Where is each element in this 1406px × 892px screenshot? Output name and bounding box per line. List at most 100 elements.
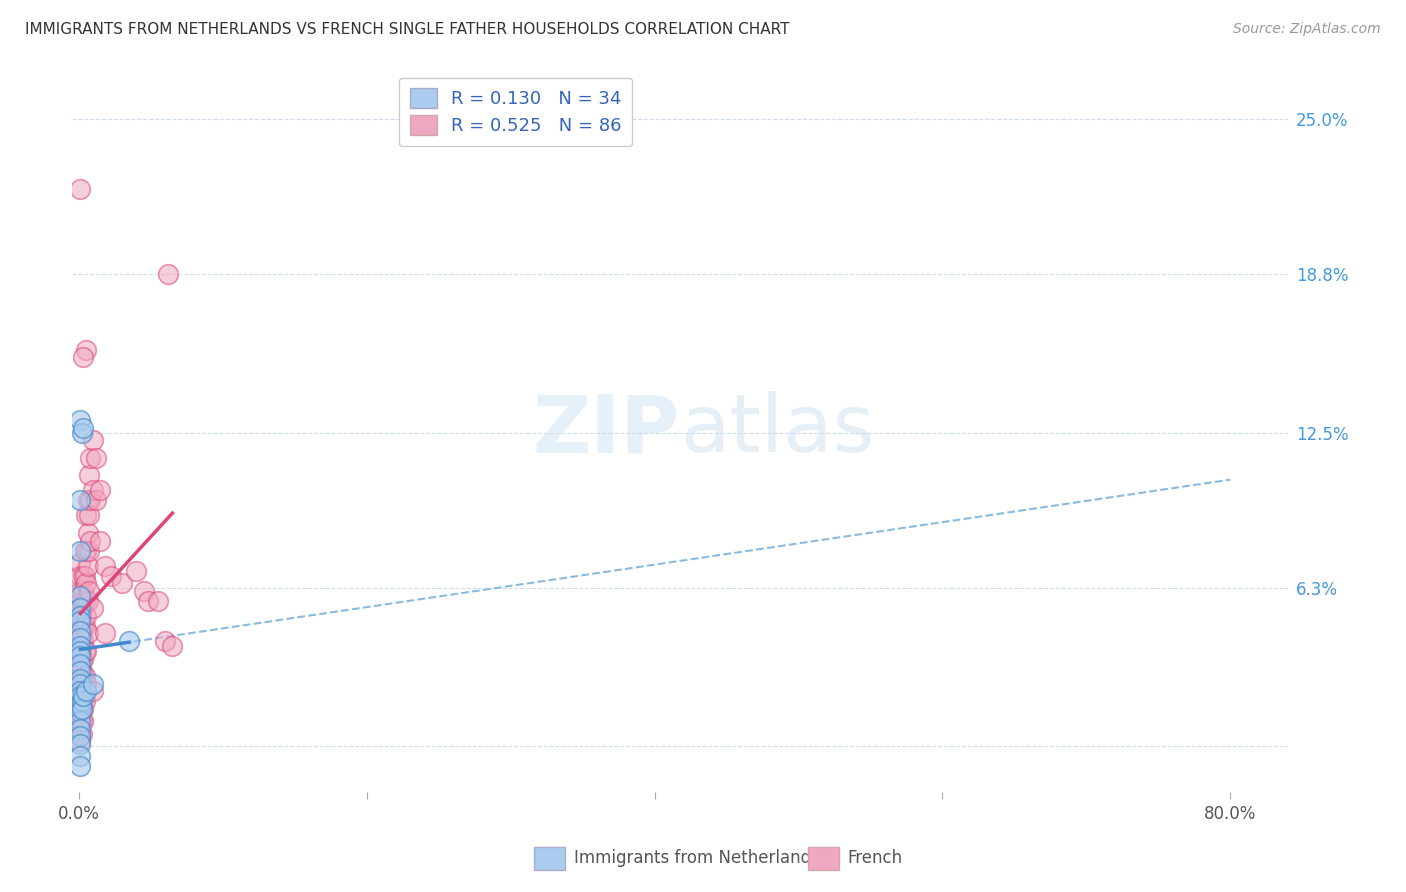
Point [72, 684, 94, 698]
Point [76, 526, 98, 541]
Point [69, 413, 91, 427]
Point [75, 676, 97, 690]
Point [84, 493, 107, 508]
Point [69, 749, 91, 764]
Point [77, 543, 100, 558]
Point [162, 639, 184, 653]
Point [70, 689, 93, 703]
Text: IMMIGRANTS FROM NETHERLANDS VS FRENCH SINGLE FATHER HOUSEHOLDS CORRELATION CHART: IMMIGRANTS FROM NETHERLANDS VS FRENCH SI… [25, 22, 790, 37]
Point [69, 669, 91, 683]
Point [76, 493, 98, 508]
Point [125, 564, 148, 578]
Point [69, 694, 91, 708]
Point [70, 694, 93, 708]
Point [69, 634, 91, 648]
Point [69, 648, 91, 663]
Point [69, 543, 91, 558]
Point [76, 558, 98, 573]
Point [69, 583, 91, 598]
Point [118, 634, 141, 648]
Point [73, 594, 96, 608]
Point [69, 719, 91, 733]
Point [70, 714, 93, 729]
Point [69, 619, 91, 633]
Point [69, 727, 91, 741]
Point [69, 709, 91, 723]
Point [77, 468, 100, 483]
Point [73, 568, 96, 582]
Point [72, 568, 94, 582]
Point [69, 614, 91, 628]
Point [69, 601, 91, 615]
Point [70, 702, 93, 716]
Point [94, 558, 117, 573]
Point [75, 343, 97, 357]
Point [69, 556, 91, 570]
Point [73, 644, 96, 658]
Point [77, 583, 100, 598]
Point [69, 639, 91, 653]
Point [79, 493, 101, 508]
Point [69, 624, 91, 638]
Point [69, 664, 91, 678]
Point [69, 493, 91, 508]
Point [69, 689, 91, 703]
Point [72, 634, 94, 648]
Point [146, 594, 169, 608]
Point [100, 568, 122, 582]
Point [155, 634, 177, 648]
Point [136, 594, 159, 608]
Point [69, 568, 91, 582]
Point [69, 730, 91, 744]
Point [72, 689, 94, 703]
Text: French: French [848, 849, 903, 867]
Point [69, 759, 91, 773]
Point [82, 433, 104, 447]
Point [70, 727, 93, 741]
Point [70, 425, 93, 440]
Point [69, 651, 91, 665]
Point [69, 684, 91, 698]
Point [70, 639, 93, 653]
Point [82, 684, 104, 698]
Point [69, 704, 91, 718]
Point [72, 651, 94, 665]
Point [76, 626, 98, 640]
Point [77, 508, 100, 523]
Point [69, 734, 91, 748]
Point [69, 714, 91, 729]
Point [69, 589, 91, 603]
Point [70, 702, 93, 716]
Point [73, 694, 96, 708]
Point [82, 601, 104, 615]
Point [69, 594, 91, 608]
Point [69, 672, 91, 686]
Legend: R = 0.130   N = 34, R = 0.525   N = 86: R = 0.130 N = 34, R = 0.525 N = 86 [399, 78, 633, 146]
Point [84, 450, 107, 465]
Point [73, 669, 96, 683]
Point [72, 583, 94, 598]
Point [69, 676, 91, 690]
Point [70, 626, 93, 640]
Point [157, 268, 180, 282]
Point [69, 608, 91, 623]
Point [73, 543, 96, 558]
Text: Immigrants from Netherlands: Immigrants from Netherlands [574, 849, 820, 867]
Point [75, 508, 97, 523]
Point [69, 659, 91, 673]
Point [69, 684, 91, 698]
Point [79, 450, 101, 465]
Point [69, 626, 91, 640]
Point [69, 601, 91, 615]
Point [70, 676, 93, 690]
Point [69, 702, 91, 716]
Point [73, 619, 96, 633]
Text: ZIP: ZIP [533, 391, 679, 469]
Point [89, 533, 111, 548]
Point [69, 676, 91, 690]
Point [69, 644, 91, 658]
Point [89, 483, 111, 498]
Point [69, 608, 91, 623]
Point [75, 684, 97, 698]
Point [76, 594, 98, 608]
